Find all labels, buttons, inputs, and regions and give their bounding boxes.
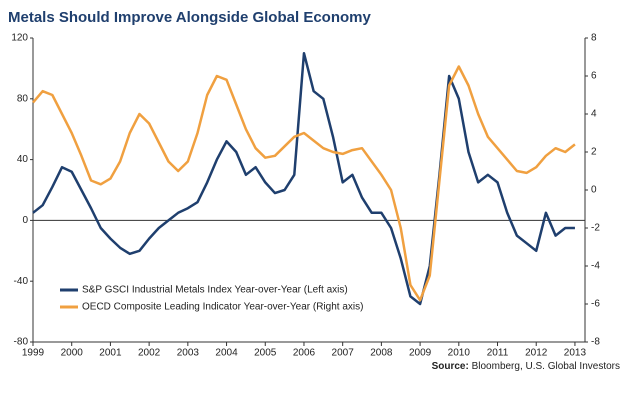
x-tick-label: 2008: [370, 348, 393, 359]
y2-tick-label: -4: [591, 261, 600, 272]
x-tick-label: 2003: [177, 348, 200, 359]
y2-tick-label: 2: [591, 147, 597, 158]
series-line: [32, 51, 575, 306]
y-tick-label: 40: [17, 154, 29, 165]
y2-tick-label: 6: [591, 71, 597, 82]
source-label: Source:: [432, 361, 469, 372]
y2-tick-label: -6: [591, 299, 600, 310]
y2-tick-label: 8: [591, 33, 597, 44]
source: Source: Bloomberg, U.S. Global Investors: [432, 361, 620, 372]
y2-tick-label: -8: [591, 337, 600, 348]
y2-tick-label: -2: [591, 223, 600, 234]
y2-tick-label: 0: [591, 185, 597, 196]
y-tick-label: -80: [14, 337, 29, 348]
y-tick-label: 0: [22, 215, 28, 226]
x-tick-label: 2012: [525, 348, 548, 359]
chart-title: Metals Should Improve Alongside Global E…: [8, 9, 371, 26]
x-tick-label: 2011: [487, 348, 509, 359]
x-tick-label: 2002: [138, 348, 161, 359]
legend-label: OECD Composite Leading Indicator Year-ov…: [82, 302, 363, 313]
x-tick-label: 2005: [254, 348, 277, 359]
y2-tick-label: 4: [591, 109, 597, 120]
x-tick-label: 2004: [215, 348, 238, 359]
x-tick-label: 2009: [409, 348, 432, 359]
x-tick-label: 2001: [99, 348, 122, 359]
y-tick-label: -40: [14, 276, 29, 287]
y-tick-label: 80: [17, 93, 29, 104]
x-tick-label: 2010: [448, 348, 471, 359]
x-tick-label: 2000: [61, 348, 84, 359]
y-tick-label: 120: [11, 33, 28, 44]
x-tick-label: 1999: [22, 348, 45, 359]
legend-label: S&P GSCI Industrial Metals Index Year-ov…: [82, 285, 348, 296]
x-tick-label: 2007: [332, 348, 355, 359]
series-line: [32, 65, 576, 302]
x-tick-label: 2006: [293, 348, 316, 359]
source-text: Bloomberg, U.S. Global Investors: [472, 361, 620, 372]
x-tick-label: 2013: [564, 348, 587, 359]
